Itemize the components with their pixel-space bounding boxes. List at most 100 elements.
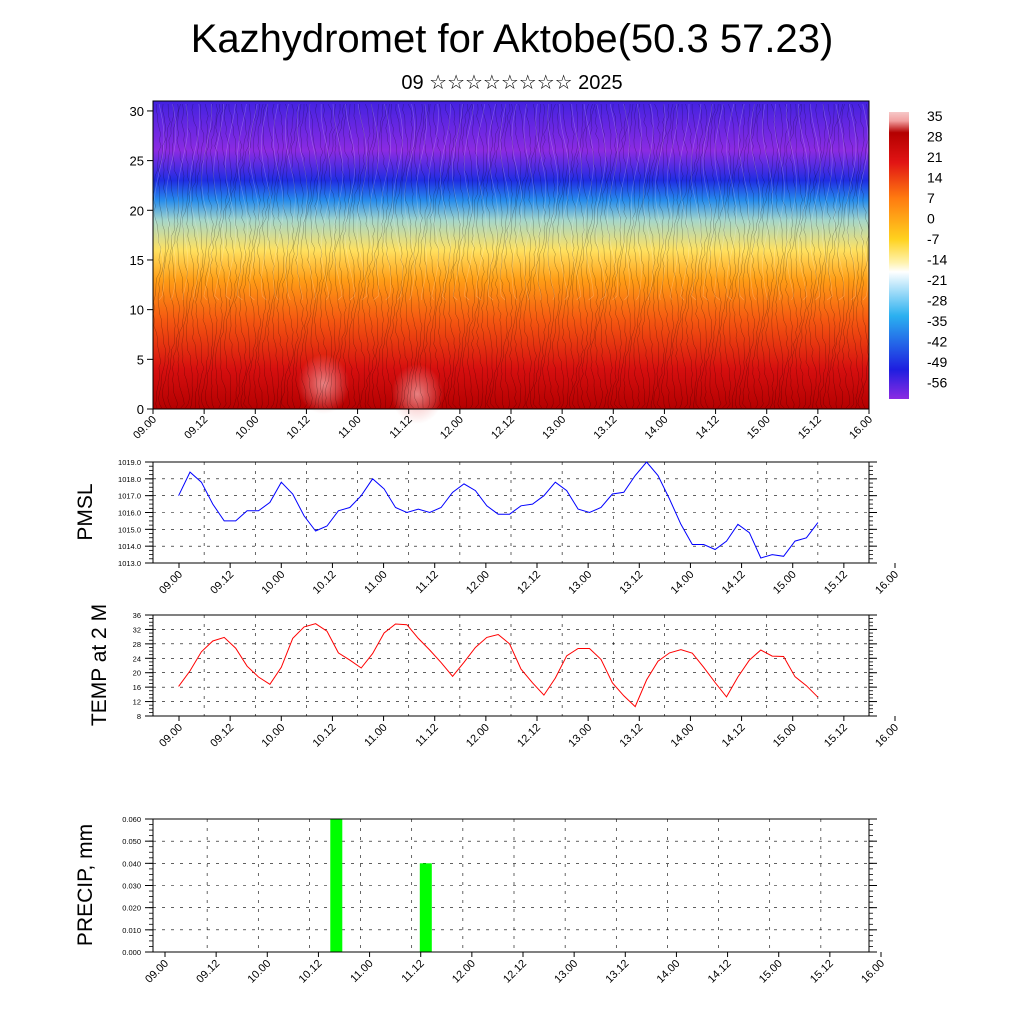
streamline [851, 103, 860, 409]
contour-line [690, 103, 702, 301]
contour-line [631, 103, 642, 301]
streamline [580, 103, 589, 409]
contour-line [296, 103, 308, 300]
contour-line [750, 103, 761, 301]
streamline [185, 103, 195, 409]
x-tick-label: 12.12 [501, 958, 529, 986]
contour-line [249, 103, 260, 301]
x-tick-label: 15.12 [808, 958, 836, 986]
streamline [542, 103, 551, 409]
streamline [709, 103, 717, 409]
surface-warm-spot [297, 354, 350, 415]
x-tick-label: 11.00 [348, 958, 375, 985]
streamline [775, 103, 784, 409]
x-tick-label: 12.12 [489, 414, 517, 442]
x-tick-label: 10.12 [311, 722, 339, 750]
streamline [756, 103, 765, 409]
streamline [799, 104, 807, 409]
streamline [732, 103, 742, 409]
cross-section-field [153, 101, 869, 409]
colorbar-bar [889, 112, 909, 399]
colorbar-label: -42 [927, 334, 947, 350]
streamline [609, 103, 618, 409]
streamline [633, 103, 641, 409]
colorbar-label: -14 [927, 252, 947, 268]
contour-line [643, 103, 654, 301]
page-title: Kazhydromet for Aktobe(50.3 57.23) [190, 17, 834, 61]
y-tick-label: 1017.0 [118, 492, 141, 501]
streamline [219, 103, 228, 409]
x-tick-label: 10.00 [233, 414, 261, 442]
y-tick-label: 32 [133, 625, 141, 634]
contour-line [726, 103, 738, 301]
streamline [713, 103, 722, 409]
cross-section-streamlines [153, 103, 869, 425]
x-tick-label: 12.00 [464, 722, 492, 750]
contour-line [571, 103, 582, 301]
x-tick-label: 13.00 [566, 569, 594, 597]
streamline [304, 103, 313, 409]
streamline [722, 103, 732, 409]
x-tick-label: 09.00 [143, 958, 171, 986]
streamline [533, 103, 541, 409]
streamline [537, 103, 546, 409]
contour-line [583, 103, 594, 301]
streamline [494, 103, 504, 409]
pmsl-y-axis: 1013.0 1014.0 1015.0 1016.0 1017.0 1018.0 1019… [118, 458, 877, 568]
streamline [547, 103, 556, 409]
streamline [419, 103, 428, 409]
x-tick-label: 16.00 [847, 414, 875, 442]
streamline [348, 103, 357, 409]
streamline [589, 103, 599, 409]
streamline [737, 103, 746, 409]
y-tick-label: 15 [130, 253, 144, 268]
precip-frame [152, 818, 870, 953]
contour-line [786, 103, 797, 301]
x-tick-label: 16.00 [859, 958, 887, 986]
y-tick-label: 0.020 [122, 904, 141, 913]
x-tick-label: 14.12 [706, 958, 734, 986]
x-tick-label: 14.12 [720, 569, 748, 597]
contour-line [654, 103, 666, 301]
streamline [556, 103, 565, 409]
y-tick-label: 20 [133, 669, 141, 678]
streamline [276, 103, 285, 409]
streamline [380, 103, 390, 409]
streamline [528, 103, 537, 409]
streamline [717, 103, 727, 409]
streamline [300, 104, 309, 409]
streamline [352, 103, 361, 409]
streamline [727, 103, 737, 409]
y-tick-label: 8 [137, 712, 141, 721]
streamline [637, 103, 646, 409]
streamline [685, 103, 694, 409]
streamline [600, 103, 609, 409]
streamline [214, 103, 223, 409]
contour-line [261, 103, 272, 301]
y-tick-label: 24 [133, 654, 141, 663]
contour-line [678, 103, 690, 301]
precip-bar [419, 863, 432, 952]
x-tick-label: 12.00 [464, 569, 492, 597]
colorbar-label: -56 [927, 375, 947, 391]
streamline [784, 103, 794, 409]
y-tick-label: 1013.0 [118, 559, 141, 568]
streamline [209, 103, 219, 409]
y-tick-label: 0.060 [122, 815, 141, 824]
streamline [552, 103, 561, 409]
streamline [570, 104, 580, 409]
pmsl-panel: 1013.0 1014.0 1015.0 1016.0 1017.0 1018.0 1019… [74, 458, 901, 597]
streamline [390, 103, 399, 409]
streamline [409, 103, 418, 409]
streamline [253, 103, 261, 409]
streamline [476, 103, 485, 409]
streamline [228, 103, 238, 409]
streamline [309, 103, 319, 409]
temp-series-line [178, 623, 819, 708]
contour-line [153, 103, 165, 301]
contour-line [833, 103, 845, 301]
streamline [836, 103, 845, 409]
precip-y-axis: 0.000 0.010 0.020 0.030 0.040 0.050 0.060 [122, 815, 877, 957]
streamline [699, 103, 708, 409]
streamline [376, 103, 385, 409]
